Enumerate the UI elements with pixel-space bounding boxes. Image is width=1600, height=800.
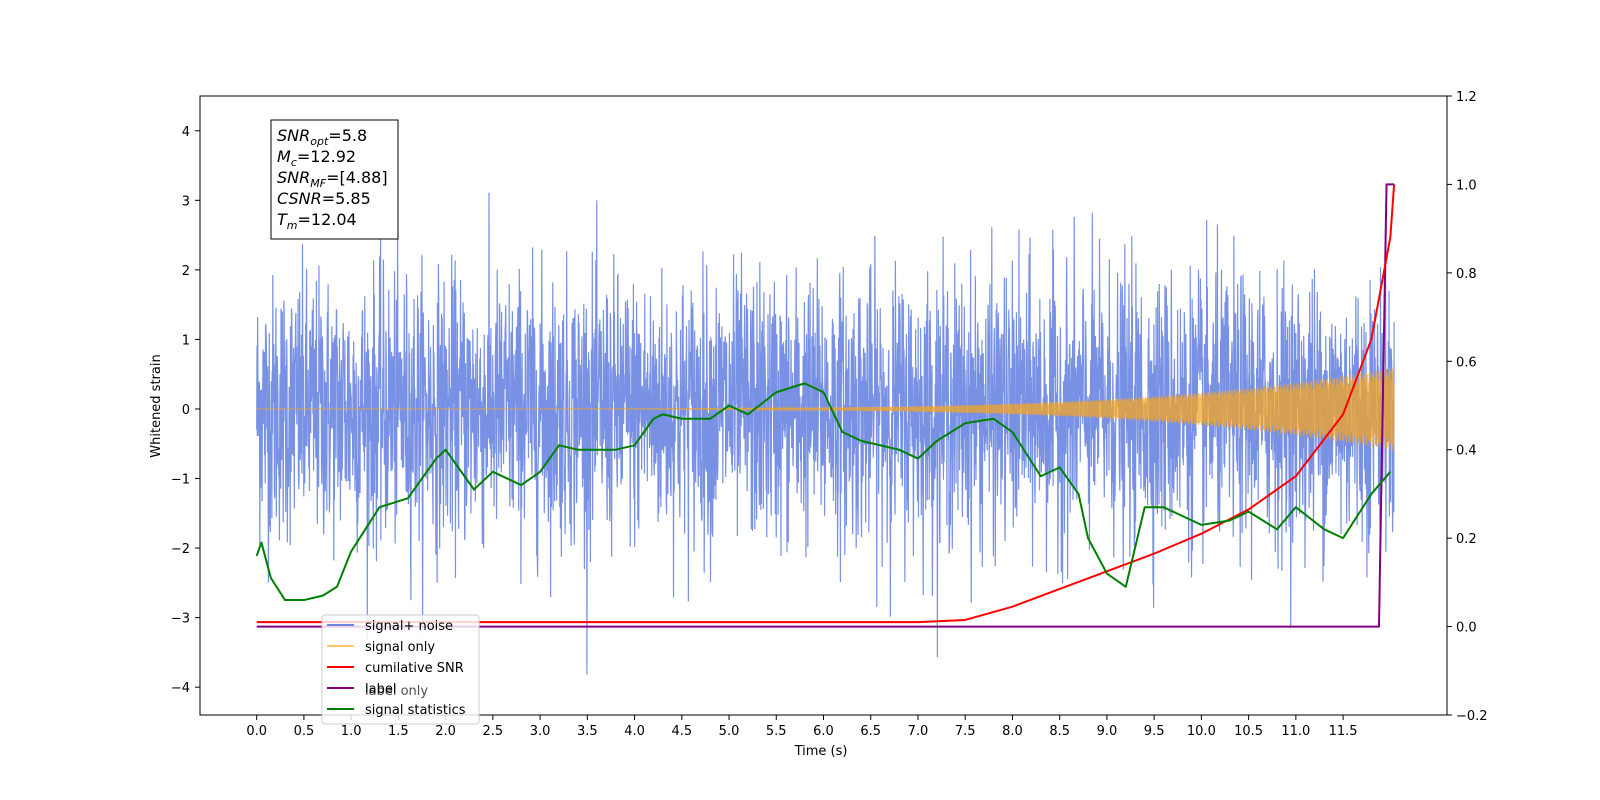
x-tick-label: 9.0	[1097, 724, 1118, 739]
x-tick-label: 1.0	[341, 724, 362, 739]
y-left-tick-label: 4	[182, 125, 190, 140]
y-left-tick-label: −2	[171, 542, 190, 557]
legend-label-signal-noise: signal+ noise	[365, 619, 453, 634]
x-tick-label: 0.0	[246, 724, 267, 739]
x-tick-label: 2.0	[435, 724, 456, 739]
y-axis-left-ticks: 4 3 2 1 0 −1 −2 −3 −4	[171, 125, 200, 696]
y-axis-right-ticks: 1.2 1.0 0.8 0.6 0.4 0.2 0.0 −0.2	[1447, 90, 1488, 724]
x-tick-label: 11.5	[1329, 724, 1358, 739]
y-right-tick-label: 0.4	[1456, 444, 1477, 459]
x-tick-label: 9.5	[1144, 724, 1165, 739]
legend-label-cumilative-snr: cumilative SNR	[365, 661, 464, 676]
x-tick-label: 0.5	[294, 724, 315, 739]
info-box-line: SNRMF=[4.88]	[277, 168, 388, 190]
legend-label-label: label	[365, 682, 396, 697]
y-right-tick-label: 1.0	[1456, 178, 1477, 193]
x-tick-label: 8.0	[1002, 724, 1023, 739]
x-tick-label: 5.5	[766, 724, 787, 739]
x-tick-label: 4.0	[624, 724, 645, 739]
y-left-tick-label: 0	[182, 403, 190, 418]
y-left-tick-label: −4	[171, 681, 190, 696]
x-tick-label: 4.5	[671, 724, 692, 739]
x-tick-label: 5.0	[719, 724, 740, 739]
x-tick-label: 6.0	[813, 724, 834, 739]
signal-statistics-line	[255, 382, 1392, 602]
signal-noise-line	[256, 192, 1395, 675]
y-left-tick-label: 2	[182, 264, 190, 279]
info-box-line: Tm=12.04	[277, 210, 357, 232]
signal-noise-series	[256, 192, 1395, 675]
x-tick-label: 7.0	[908, 724, 929, 739]
x-tick-label: 3.5	[577, 724, 598, 739]
cumilative-snr-line	[256, 184, 1396, 624]
y-right-tick-label: −0.2	[1456, 709, 1488, 724]
x-tick-label: 3.0	[530, 724, 551, 739]
y-axis-title: Whitened strain	[149, 354, 164, 457]
x-tick-label: 11.0	[1281, 724, 1310, 739]
info-box-line: SNRopt=5.8	[277, 126, 367, 148]
legend-frame	[321, 614, 480, 725]
signal-only-series	[256, 368, 1395, 451]
x-tick-label: 10.5	[1234, 724, 1263, 739]
legend-label-signal-statistics: signal statistics	[365, 703, 466, 718]
x-tick-label: 8.5	[1049, 724, 1070, 739]
overlay-series	[255, 183, 1396, 628]
info-box-line: Mc=12.92	[277, 147, 356, 169]
label-line	[256, 183, 1395, 628]
x-tick-label: 7.5	[955, 724, 976, 739]
y-right-tick-label: 1.2	[1456, 90, 1477, 105]
y-right-tick-label: 0.6	[1456, 355, 1477, 370]
signal-only-line	[256, 368, 1395, 451]
x-tick-label: 6.5	[860, 724, 881, 739]
y-left-tick-label: −1	[171, 473, 190, 488]
y-left-tick-label: −3	[171, 612, 190, 627]
x-tick-label: 10.0	[1187, 724, 1216, 739]
y-right-tick-label: 0.8	[1456, 267, 1477, 282]
x-tick-label: 1.5	[388, 724, 409, 739]
info-box-line: CSNR=5.85	[277, 189, 371, 208]
x-axis-title: Time (s)	[794, 744, 848, 759]
x-axis-ticks: 0.0 0.5 1.0 1.5 2.0 2.5 3.0 3.5 4.0 4.5 5.0 5.5 6.0 6…	[246, 715, 1358, 739]
y-right-tick-label: 0.2	[1456, 532, 1477, 547]
legend: signal+ noise signal only cumilative SNR la…	[321, 614, 480, 725]
y-left-tick-label: 3	[182, 194, 190, 209]
legend-label-signal-only: signal only	[365, 640, 435, 655]
info-box-frame	[270, 119, 399, 240]
y-right-tick-label: 0.0	[1456, 621, 1477, 636]
y-left-tick-label: 1	[182, 333, 190, 348]
x-tick-label: 2.5	[483, 724, 504, 739]
legend-label-label-only: label only	[365, 684, 428, 699]
